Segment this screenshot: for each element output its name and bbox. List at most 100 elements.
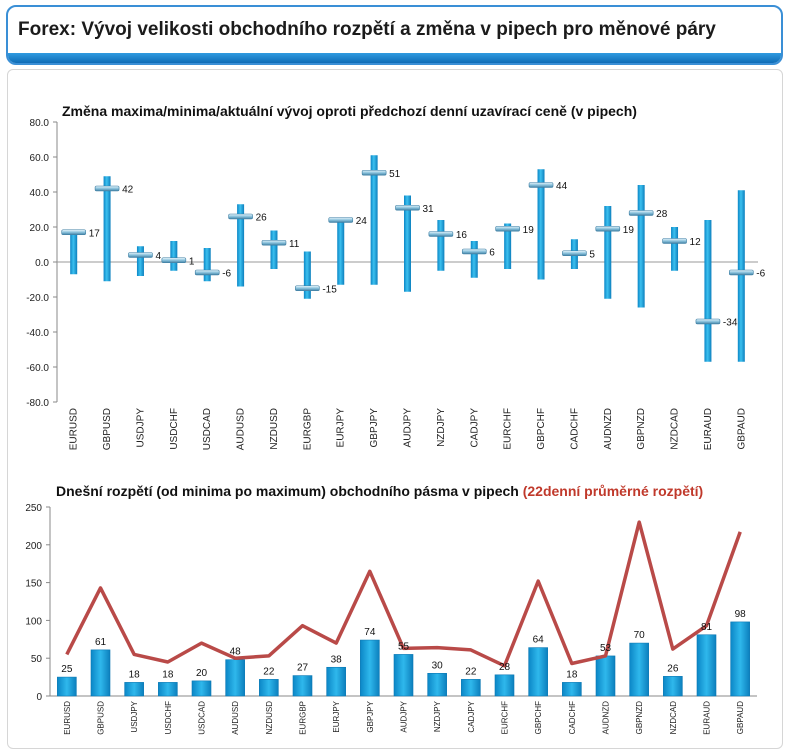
chart2-data-label: 98 — [735, 609, 747, 620]
chart1-data-label: -15 — [322, 284, 337, 295]
chart1-data-label: 5 — [589, 249, 595, 260]
chart2-bar — [225, 659, 245, 697]
chart1-current-marker — [695, 318, 721, 325]
chart1-range-bar — [437, 220, 445, 271]
chart1-current-marker — [562, 250, 587, 257]
chart2-bar — [326, 666, 346, 697]
chart2-x-tick-label: EURGBP — [299, 701, 308, 735]
header-accent-band — [8, 53, 781, 63]
chart2-x-tick-label: CADJPY — [467, 700, 476, 732]
chart2-bar — [663, 676, 683, 697]
chart1-x-tick-label: USDCAD — [202, 408, 213, 450]
chart2-data-label: 22 — [263, 666, 275, 677]
chart1-x-tick-label: GBPNZD — [636, 408, 647, 450]
chart1-y-tick-label: 40.0 — [30, 188, 50, 199]
chart1-current-marker — [595, 225, 621, 232]
chart2-y-tick-label: 50 — [31, 654, 43, 665]
chart2-bar — [562, 682, 582, 697]
chart1-y-tick-label: 0.0 — [35, 258, 49, 269]
chart1-range-bar — [470, 241, 478, 278]
chart2-bar — [494, 674, 515, 697]
chart1-data-label: 19 — [623, 225, 635, 236]
chart1-x-tick-label: EURAUD — [703, 408, 714, 450]
chart2-x-tick-label: USDCHF — [164, 701, 173, 734]
chart1-x-tick-label: AUDUSD — [236, 408, 247, 450]
chart2-bar — [90, 649, 111, 697]
chart2-bar — [158, 682, 178, 697]
chart2-data-label: 28 — [499, 662, 511, 673]
chart1-x-tick-label: CADJPY — [469, 408, 480, 448]
chart1-y-tick-label: -60.0 — [26, 363, 49, 374]
chart1-current-marker — [128, 252, 153, 258]
chart1-x-tick-label: GBPCHF — [536, 408, 547, 450]
chart2-data-label: 48 — [230, 647, 242, 658]
chart2-data-label: 61 — [95, 637, 107, 648]
chart1-data-label: -6 — [756, 269, 765, 280]
chart2-x-tick-label: AUDJPY — [400, 700, 409, 732]
chart1-data-label: 11 — [289, 239, 300, 250]
chart1-range-bar — [270, 230, 278, 269]
chart2-x-tick-label: GBPAUD — [736, 701, 745, 734]
chart1-data-label: 26 — [256, 213, 268, 224]
chart2-title: Dnešní rozpětí (od minima po maximum) ob… — [56, 483, 703, 499]
chart2-x-tick-label: AUDNZD — [602, 701, 611, 735]
chart2-x-tick-label: EURJPY — [332, 700, 341, 732]
chart1-range-bar — [237, 204, 245, 287]
chart1-range-bar — [671, 227, 679, 271]
chart1-current-marker — [729, 269, 754, 276]
chart1-current-marker — [528, 182, 554, 188]
chart1-x-tick-label: GBPJPY — [369, 408, 380, 448]
chart2-x-tick-label: CADCHF — [568, 701, 577, 734]
chart2-x-tick-label: GBPUSD — [97, 701, 106, 735]
chart1-current-marker — [361, 169, 387, 176]
charts-panel — [7, 69, 783, 749]
chart2-y-tick-label: 250 — [25, 503, 42, 514]
chart2-x-tick-label: NZDJPY — [433, 700, 442, 732]
chart1-data-label: -34 — [723, 318, 738, 329]
chart1-range-bar — [170, 241, 178, 271]
chart1-current-marker — [94, 185, 120, 192]
chart2-x-tick-label: USDCAD — [198, 701, 207, 735]
chart2-data-label: 18 — [129, 669, 141, 680]
chart1-data-label: 1 — [189, 256, 195, 267]
chart1-range-bar — [637, 185, 645, 308]
chart1-y-tick-label: -80.0 — [26, 398, 49, 409]
chart1-x-tick-label: USDJPY — [135, 408, 146, 448]
chart1-y-tick-label: 60.0 — [30, 153, 50, 164]
chart1-range-bar — [604, 206, 612, 299]
chart2-bar — [528, 647, 548, 697]
page-header: Forex: Vývoj velikosti obchodního rozpět… — [6, 5, 783, 65]
chart2-bar — [259, 679, 279, 697]
chart1-data-label: 24 — [356, 216, 368, 227]
chart1-data-label: 17 — [89, 228, 101, 239]
chart2-y-tick-label: 150 — [25, 579, 42, 590]
chart2-bar — [730, 621, 750, 697]
chart1-data-label: -6 — [222, 269, 231, 280]
chart2-data-label: 27 — [297, 663, 309, 674]
chart1-x-tick-label: EURUSD — [69, 408, 80, 450]
chart2-data-label: 70 — [634, 630, 646, 641]
chart1-range-bar — [136, 246, 144, 276]
chart1-x-tick-label: GBPAUD — [736, 408, 747, 450]
chart1-data-label: 16 — [456, 230, 468, 241]
chart2-bar — [292, 675, 313, 697]
chart2-x-tick-label: EURUSD — [63, 701, 72, 735]
chart1-range-bar — [303, 251, 311, 299]
chart1-data-label: 44 — [556, 181, 568, 192]
chart2-bar — [393, 654, 414, 697]
chart1-x-tick-label: NZDJPY — [436, 408, 447, 447]
chart1-x-tick-label: EURJPY — [336, 408, 347, 448]
chart2-x-tick-label: EURAUD — [703, 701, 712, 735]
chart2-x-tick-label: GBPJPY — [366, 700, 375, 732]
chart1-y-tick-label: 20.0 — [30, 223, 50, 234]
chart1-range-bar — [103, 176, 111, 282]
chart2-bar — [57, 676, 77, 697]
chart2-bar — [360, 639, 380, 697]
chart1-current-marker — [461, 248, 487, 255]
chart1-range-bar — [537, 169, 545, 280]
chart2-title-main: Dnešní rozpětí (od minima po maximum) ob… — [56, 483, 523, 499]
chart2-x-tick-label: GBPNZD — [635, 701, 644, 735]
chart1-data-label: 28 — [656, 209, 668, 220]
chart2-data-label: 18 — [162, 669, 174, 680]
